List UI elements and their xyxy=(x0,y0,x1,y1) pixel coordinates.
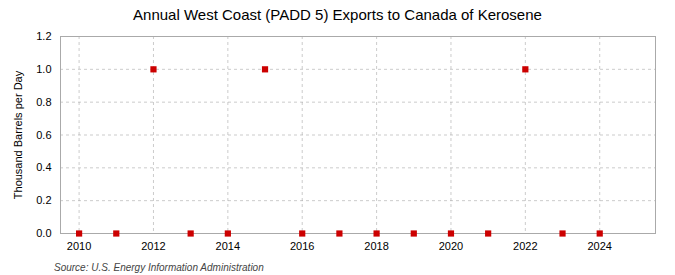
svg-text:1.2: 1.2 xyxy=(36,30,51,42)
svg-text:1.0: 1.0 xyxy=(36,63,51,75)
svg-text:2022: 2022 xyxy=(513,240,537,252)
svg-text:2020: 2020 xyxy=(439,240,463,252)
svg-text:0.6: 0.6 xyxy=(36,129,51,141)
svg-text:0.8: 0.8 xyxy=(36,96,51,108)
html-text:Annual West Coast (PADD 5) Exp: Annual West Coast (PADD 5) Exports to Ca… xyxy=(133,6,542,23)
svg-text:2024: 2024 xyxy=(587,240,611,252)
svg-text:2018: 2018 xyxy=(364,240,388,252)
svg-text:2014: 2014 xyxy=(216,240,240,252)
svg-text:2012: 2012 xyxy=(141,240,165,252)
svg-text:0.2: 0.2 xyxy=(36,194,51,206)
svg-text:2016: 2016 xyxy=(290,240,314,252)
svg-text:0.4: 0.4 xyxy=(36,161,51,173)
svg-text:0.0: 0.0 xyxy=(36,227,51,239)
svg-text:Thousand Barrels per Day: Thousand Barrels per Day xyxy=(12,70,24,199)
html-text:Source: U.S. Energy Informatio: Source: U.S. Energy Information Administ… xyxy=(54,262,264,273)
svg-text:2010: 2010 xyxy=(67,240,91,252)
